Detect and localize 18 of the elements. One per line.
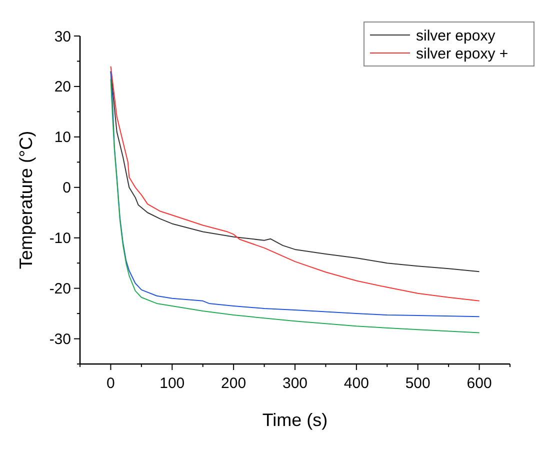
x-tick-label: 100	[160, 375, 185, 392]
y-axis-title: Temperature (°C)	[16, 130, 36, 270]
x-tick-label: 200	[221, 375, 246, 392]
x-tick-label: 300	[282, 375, 308, 392]
y-tick-label: 0	[62, 180, 71, 197]
y-tick-label: 20	[54, 78, 71, 96]
legend-label: silver epoxy +	[416, 45, 508, 62]
y-tick-label: -30	[49, 331, 71, 348]
y-tick-label: -20	[49, 280, 71, 298]
x-axis-title: Time (s)	[262, 410, 328, 430]
y-tick-label: -10	[49, 230, 71, 248]
x-tick-label: 0	[106, 375, 115, 392]
x-tick-label: 400	[344, 375, 369, 392]
y-tick-label: 30	[54, 28, 71, 46]
legend-label: silver epoxy	[416, 27, 496, 44]
x-tick-label: 500	[405, 375, 430, 392]
y-tick-label: 10	[54, 129, 71, 146]
x-tick-label: 600	[466, 375, 492, 392]
